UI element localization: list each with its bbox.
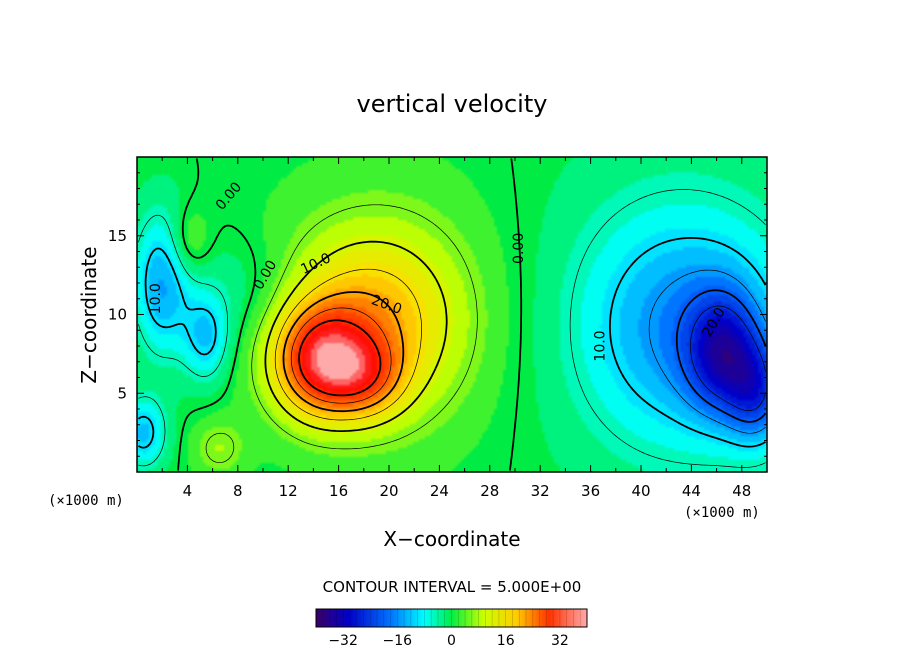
chart-title: vertical velocity (357, 90, 548, 118)
x-tick-label: 44 (682, 482, 701, 500)
y-axis: 5 10 15 (108, 172, 767, 457)
colorbar-label: 32 (551, 633, 569, 649)
contour-label: 0.00 (511, 233, 527, 264)
x-tick-label: 32 (531, 482, 550, 500)
colorbar-label: −32 (328, 633, 358, 649)
colorbar-gradient (316, 609, 587, 627)
y-tick-label: 10 (108, 306, 127, 324)
contour-line (675, 289, 767, 423)
colorbar-label: −16 (383, 633, 413, 649)
contour-line (274, 268, 422, 421)
colorbar-frame (315, 608, 588, 628)
contour-line (264, 240, 448, 432)
y-tick-label: 5 (117, 384, 127, 402)
colorbar-label: 0 (447, 633, 456, 649)
contour-line (690, 305, 766, 411)
colorbar-labels: −32 −16 0 16 32 (328, 633, 568, 649)
x-tick-label: 24 (430, 482, 449, 500)
contour-line (282, 291, 405, 413)
x-tick-label: 40 (631, 482, 650, 500)
x-tick-label: 16 (329, 482, 348, 500)
contour-interval: CONTOUR INTERVAL = 5.000E+00 (323, 578, 582, 596)
contour-line (648, 269, 766, 434)
x-tick-label: 20 (379, 482, 398, 500)
contour-line (298, 319, 382, 397)
x-unit-right: (×1000 m) (684, 505, 760, 521)
contour-line (138, 189, 766, 468)
x-axis-label: X−coordinate (383, 527, 520, 551)
contour-line (177, 158, 523, 471)
colorbar-label: 16 (497, 633, 515, 649)
x-unit-left: (×1000 m) (48, 493, 124, 509)
x-tick-label: 36 (581, 482, 600, 500)
y-axis-label: Z−coordinate (77, 246, 101, 383)
colorbar-divisions (315, 609, 588, 627)
contour-line (138, 237, 767, 449)
contour-label: 10.0 (148, 283, 164, 314)
contour-label: 10.0 (593, 330, 609, 361)
x-axis: 4 8 12 16 20 24 28 32 36 40 44 48 (161, 157, 751, 500)
x-tick-label: 12 (279, 482, 298, 500)
contour-line (205, 204, 478, 464)
x-tick-label: 4 (183, 482, 193, 500)
x-tick-label: 28 (480, 482, 499, 500)
velocity-field (137, 157, 767, 472)
contour-lines (138, 158, 767, 471)
colorbar: −32 −16 0 16 32 (315, 608, 588, 649)
contour-line (290, 307, 392, 404)
x-tick-label: 8 (233, 482, 243, 500)
y-tick-label: 15 (108, 227, 127, 245)
x-tick-label: 48 (732, 482, 751, 500)
